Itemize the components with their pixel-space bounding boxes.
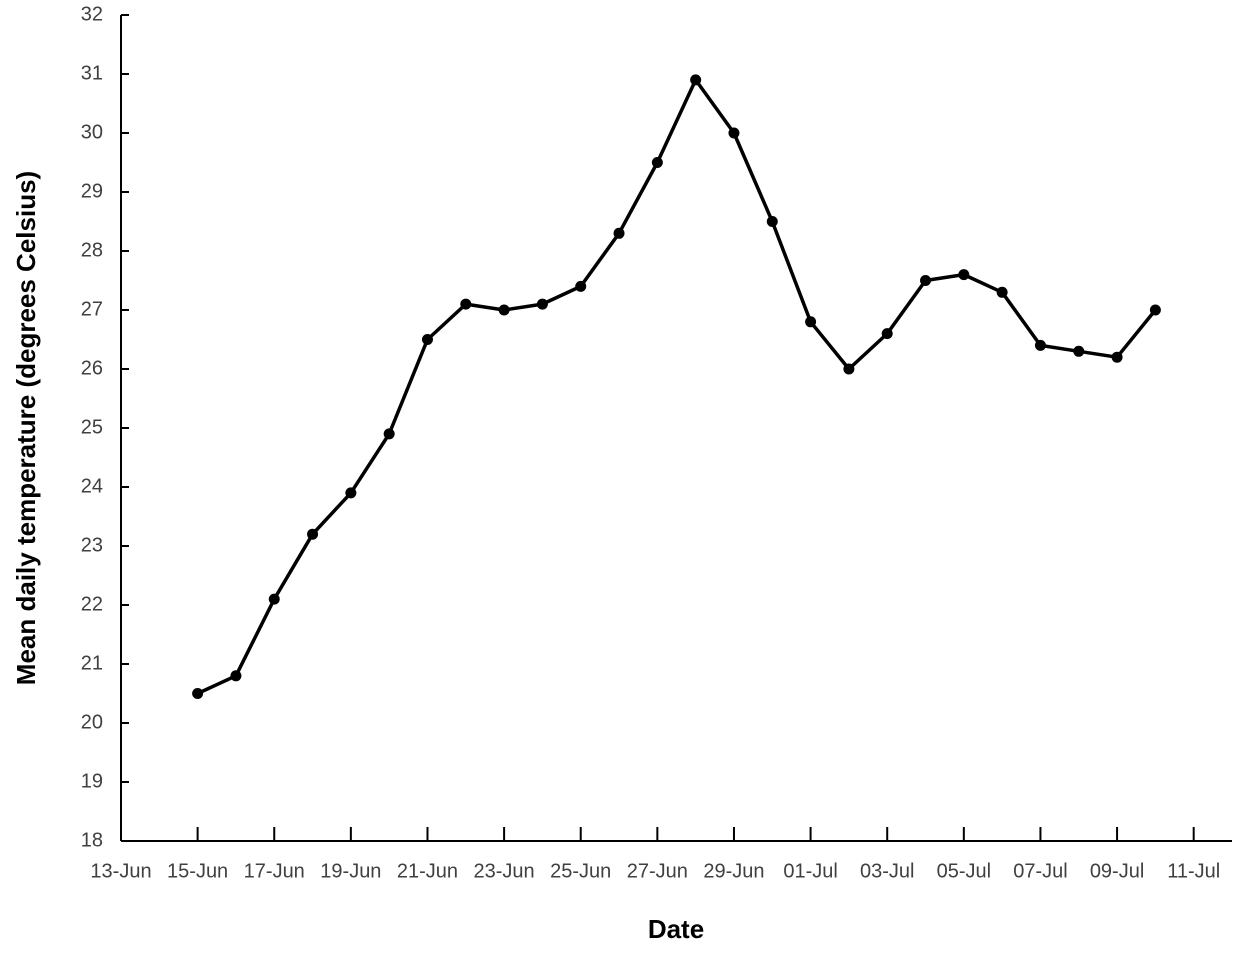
data-line [196, 78, 1157, 696]
y-tick-label: 24 [81, 475, 103, 497]
data-point [421, 334, 433, 345]
data-point [268, 593, 280, 605]
data-point [1111, 351, 1123, 363]
data-point [460, 298, 472, 310]
y-tick-label: 20 [81, 711, 103, 733]
data-point [996, 286, 1008, 298]
data-point [498, 304, 510, 316]
y-tick-label: 26 [81, 357, 103, 379]
x-tick-label: 13-Jun [90, 860, 151, 882]
x-tick-label: 19-Jun [320, 860, 381, 882]
data-point [536, 298, 548, 310]
x-tick-label: 03-Jul [860, 860, 914, 882]
y-tick-label: 27 [81, 298, 103, 320]
data-point [766, 216, 778, 227]
x-tick-label: 15-Jun [167, 860, 228, 882]
y-tick-label: 29 [81, 180, 103, 202]
data-point [843, 363, 855, 375]
y-tick-label: 19 [81, 770, 103, 792]
y-tick-label: 21 [81, 652, 103, 674]
x-tick-label: 23-Jun [474, 860, 535, 882]
x-tick-label: 11-Jul [1167, 860, 1220, 882]
x-tick-label: 21-Jun [397, 860, 458, 882]
data-point [230, 670, 242, 682]
data-point [1073, 345, 1085, 357]
data-point [345, 487, 357, 499]
data-point [728, 127, 740, 139]
x-tick-label: 27-Jun [627, 860, 688, 882]
x-axis-label: Date [648, 914, 704, 944]
data-point [575, 280, 587, 292]
y-tick-label: 23 [81, 534, 103, 556]
data-point [651, 157, 663, 168]
x-tick-label: 01-Jul [783, 860, 837, 882]
y-tick-label: 25 [81, 416, 103, 438]
data-point [1149, 304, 1161, 316]
x-tick-label: 17-Jun [244, 860, 305, 882]
y-axis-label: Mean daily temperature (degrees Celsius) [11, 171, 41, 685]
data-point [192, 688, 204, 699]
y-tick-label: 28 [81, 239, 103, 261]
y-tick-label: 32 [81, 3, 103, 25]
data-point [307, 528, 319, 540]
data-point [690, 74, 702, 86]
data-point [958, 269, 970, 281]
y-tick-label: 22 [81, 593, 103, 615]
data-point [383, 428, 395, 440]
data-point [920, 275, 932, 286]
x-tick-label: 25-Jun [550, 860, 611, 882]
y-tick-label: 31 [81, 62, 103, 84]
data-point [805, 316, 817, 328]
x-tick-label: 09-Jul [1090, 860, 1144, 882]
y-tick-label: 18 [81, 829, 103, 851]
x-tick-label: 05-Jul [937, 860, 991, 882]
data-point [881, 328, 893, 340]
data-point [1034, 339, 1046, 351]
y-tick-label: 30 [81, 121, 103, 143]
data-point [613, 227, 625, 239]
x-tick-label: 07-Jul [1013, 860, 1067, 882]
x-tick-label: 29-Jun [703, 860, 764, 882]
